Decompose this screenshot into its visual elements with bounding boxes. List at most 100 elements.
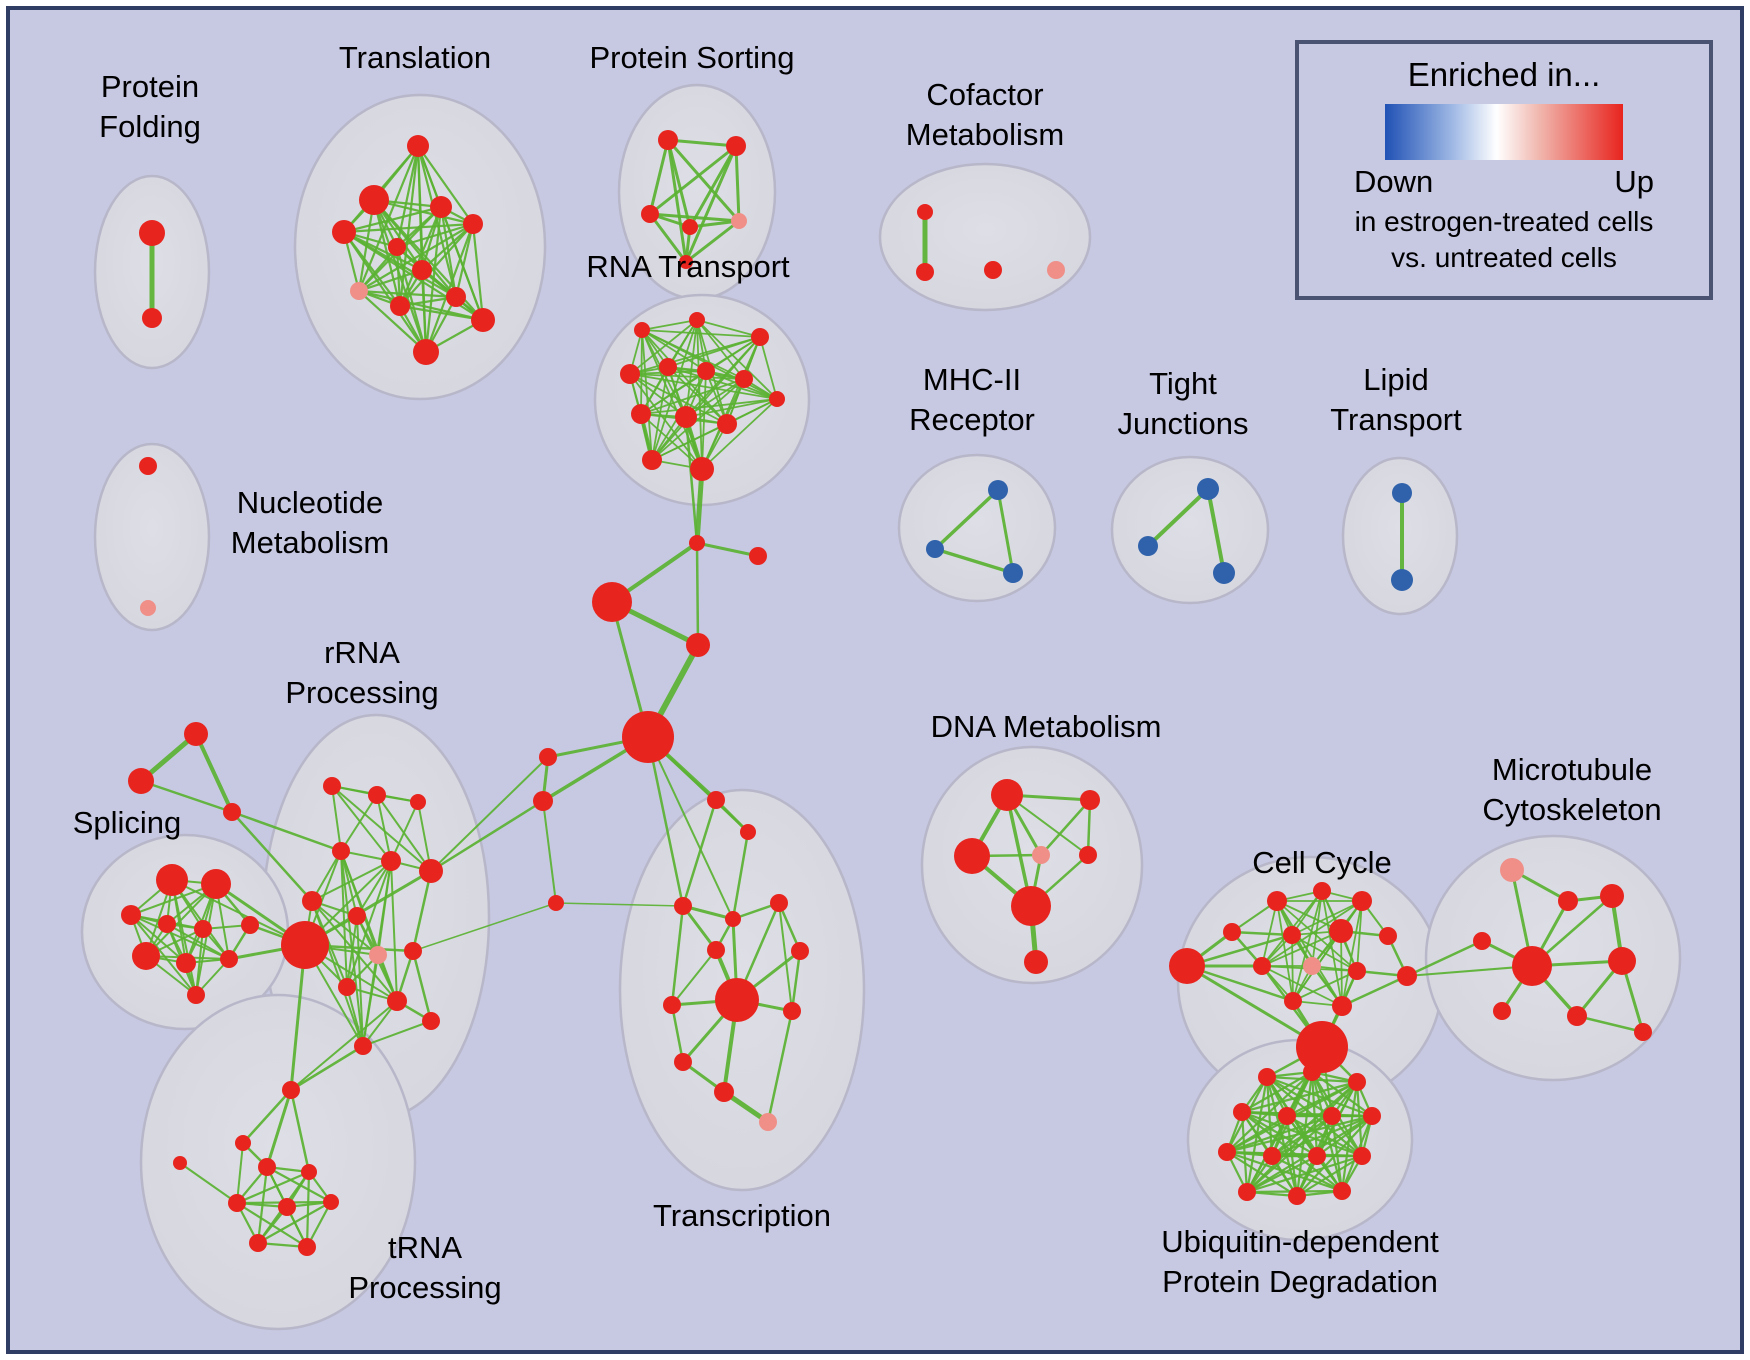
edge-dm1-dm5 xyxy=(1006,794,1089,856)
node-tc11 xyxy=(714,1082,734,1102)
edge-sp3-sp7 xyxy=(130,914,187,964)
edge-cc12-cc14 xyxy=(1340,974,1409,1008)
cluster-label-lipid-transport: Lipid Transport xyxy=(1330,362,1462,437)
edge-cc1-cc14 xyxy=(1276,900,1343,1007)
node-tc3 xyxy=(674,897,692,915)
edge-ps2-ps4 xyxy=(688,144,738,229)
edge-rr10-rr15 xyxy=(362,954,379,1047)
edge-rt3-rt8 xyxy=(759,336,778,400)
edge-rt5-rt8 xyxy=(667,366,778,400)
edge-rr5-rr12 xyxy=(346,860,392,988)
edge-ub2-ub4 xyxy=(1240,1070,1314,1114)
edge-rr5-rr13 xyxy=(390,860,398,1002)
cluster-ellipse-trna-processing xyxy=(139,993,417,1331)
edge-rr5-rr7 xyxy=(311,860,392,902)
node-tr2 xyxy=(235,1135,251,1151)
node-rt7 xyxy=(735,370,753,388)
node-ub4 xyxy=(1233,1103,1251,1121)
node-tr1 xyxy=(282,1081,300,1099)
node-cc11 xyxy=(1348,962,1366,980)
edge-cc8-cc15 xyxy=(1185,964,1324,1049)
edge-ub10-ub12 xyxy=(1245,1154,1319,1194)
node-ps5 xyxy=(731,213,747,229)
node-tr6 xyxy=(228,1194,246,1212)
node-rr3 xyxy=(410,794,426,810)
legend-caption-line1: in estrogen-treated cells xyxy=(1354,206,1654,237)
edge-rr7-rr10 xyxy=(311,900,379,956)
edge-cc1-cc11 xyxy=(1276,900,1358,972)
node-mc2 xyxy=(1558,891,1578,911)
node-dm7 xyxy=(1024,950,1048,974)
edge-rr7-rr15 xyxy=(311,900,364,1047)
edge-tc9-tc12 xyxy=(766,1009,794,1124)
edge-tl5-tl8 xyxy=(357,222,475,293)
edge-ps1-ps6 xyxy=(666,138,688,264)
edge-cn6-rr6 xyxy=(430,756,549,872)
edge-rr4-rr12 xyxy=(340,850,348,988)
node-ub3 xyxy=(1348,1073,1366,1091)
node-rr7 xyxy=(302,891,322,911)
node-tc10 xyxy=(674,1053,692,1071)
edge-tr8-tr9 xyxy=(256,1200,333,1245)
node-ub10 xyxy=(1308,1147,1326,1165)
edge-tl3-tl4 xyxy=(342,205,443,234)
edge-ps3-ps6 xyxy=(648,212,688,264)
edge-ub1-ub9 xyxy=(1265,1075,1274,1158)
edge-cc2-cc10 xyxy=(1311,890,1323,967)
node-cc1 xyxy=(1267,891,1287,911)
edge-rrt3-rr4 xyxy=(230,810,343,853)
cluster-label-translation: Translation xyxy=(339,40,491,75)
node-rrt2 xyxy=(128,768,154,794)
edge-dm2-dm4 xyxy=(1039,798,1092,857)
node-ub9 xyxy=(1263,1147,1281,1165)
node-rr6 xyxy=(419,859,443,883)
node-rt8 xyxy=(769,391,785,407)
node-tl8 xyxy=(350,282,368,300)
node-ps1 xyxy=(658,130,678,150)
edge-rr13-tr1 xyxy=(290,1000,398,1091)
node-tj1 xyxy=(1197,478,1219,500)
node-tr7 xyxy=(278,1198,296,1216)
edge-ub3-ub9 xyxy=(1270,1080,1359,1158)
node-ps4 xyxy=(682,219,698,235)
node-cc9 xyxy=(1253,957,1271,975)
node-cc2 xyxy=(1313,882,1331,900)
edge-rr8-rr15 xyxy=(356,915,364,1047)
cluster-ellipse-microtubule-cytoskeleton xyxy=(1424,834,1682,1082)
node-tc1 xyxy=(707,791,725,809)
edge-rr1-rr5 xyxy=(331,785,392,862)
edge-rt7-rt10 xyxy=(685,378,745,418)
node-sp6 xyxy=(132,942,160,970)
node-tj2 xyxy=(1138,536,1158,556)
edge-mh2-mh3 xyxy=(933,547,1015,575)
edge-rr11-rr14 xyxy=(411,949,433,1023)
node-tc6 xyxy=(707,941,725,959)
edge-ps1-ps4 xyxy=(666,138,692,229)
node-rr10 xyxy=(369,946,387,964)
node-tl1 xyxy=(407,135,429,157)
edge-tl2-tl12 xyxy=(372,198,428,354)
node-mc4 xyxy=(1473,932,1491,950)
node-dm2 xyxy=(1080,790,1100,810)
cluster-label-rrna-processing: rRNA Processing xyxy=(285,635,438,710)
node-sp10 xyxy=(241,916,259,934)
edge-tl5-tl10 xyxy=(454,222,475,299)
node-mh1 xyxy=(988,480,1008,500)
edge-rr9-tr1 xyxy=(289,943,307,1092)
edge-tl8-tl10 xyxy=(357,289,458,299)
edge-rt11-rt12 xyxy=(651,423,728,461)
legend-gradient-bar xyxy=(1385,104,1623,160)
node-tl5 xyxy=(463,214,483,234)
edge-tl7-tl8 xyxy=(357,268,424,293)
node-tc8 xyxy=(715,978,759,1022)
node-mc9 xyxy=(1634,1023,1652,1041)
cluster-label-cofactor-metabolism: Cofactor Metabolism xyxy=(906,77,1065,152)
legend-up-label: Up xyxy=(1614,164,1654,199)
node-tl2 xyxy=(359,185,389,215)
edge-rt1-rt6 xyxy=(641,329,707,372)
legend-title: Enriched in... xyxy=(1407,56,1601,93)
edge-cc11-cc13 xyxy=(1292,970,1358,1002)
node-lt2 xyxy=(1391,569,1413,591)
node-mc7 xyxy=(1493,1002,1511,1020)
edge-cn1-cn4 xyxy=(695,541,700,647)
